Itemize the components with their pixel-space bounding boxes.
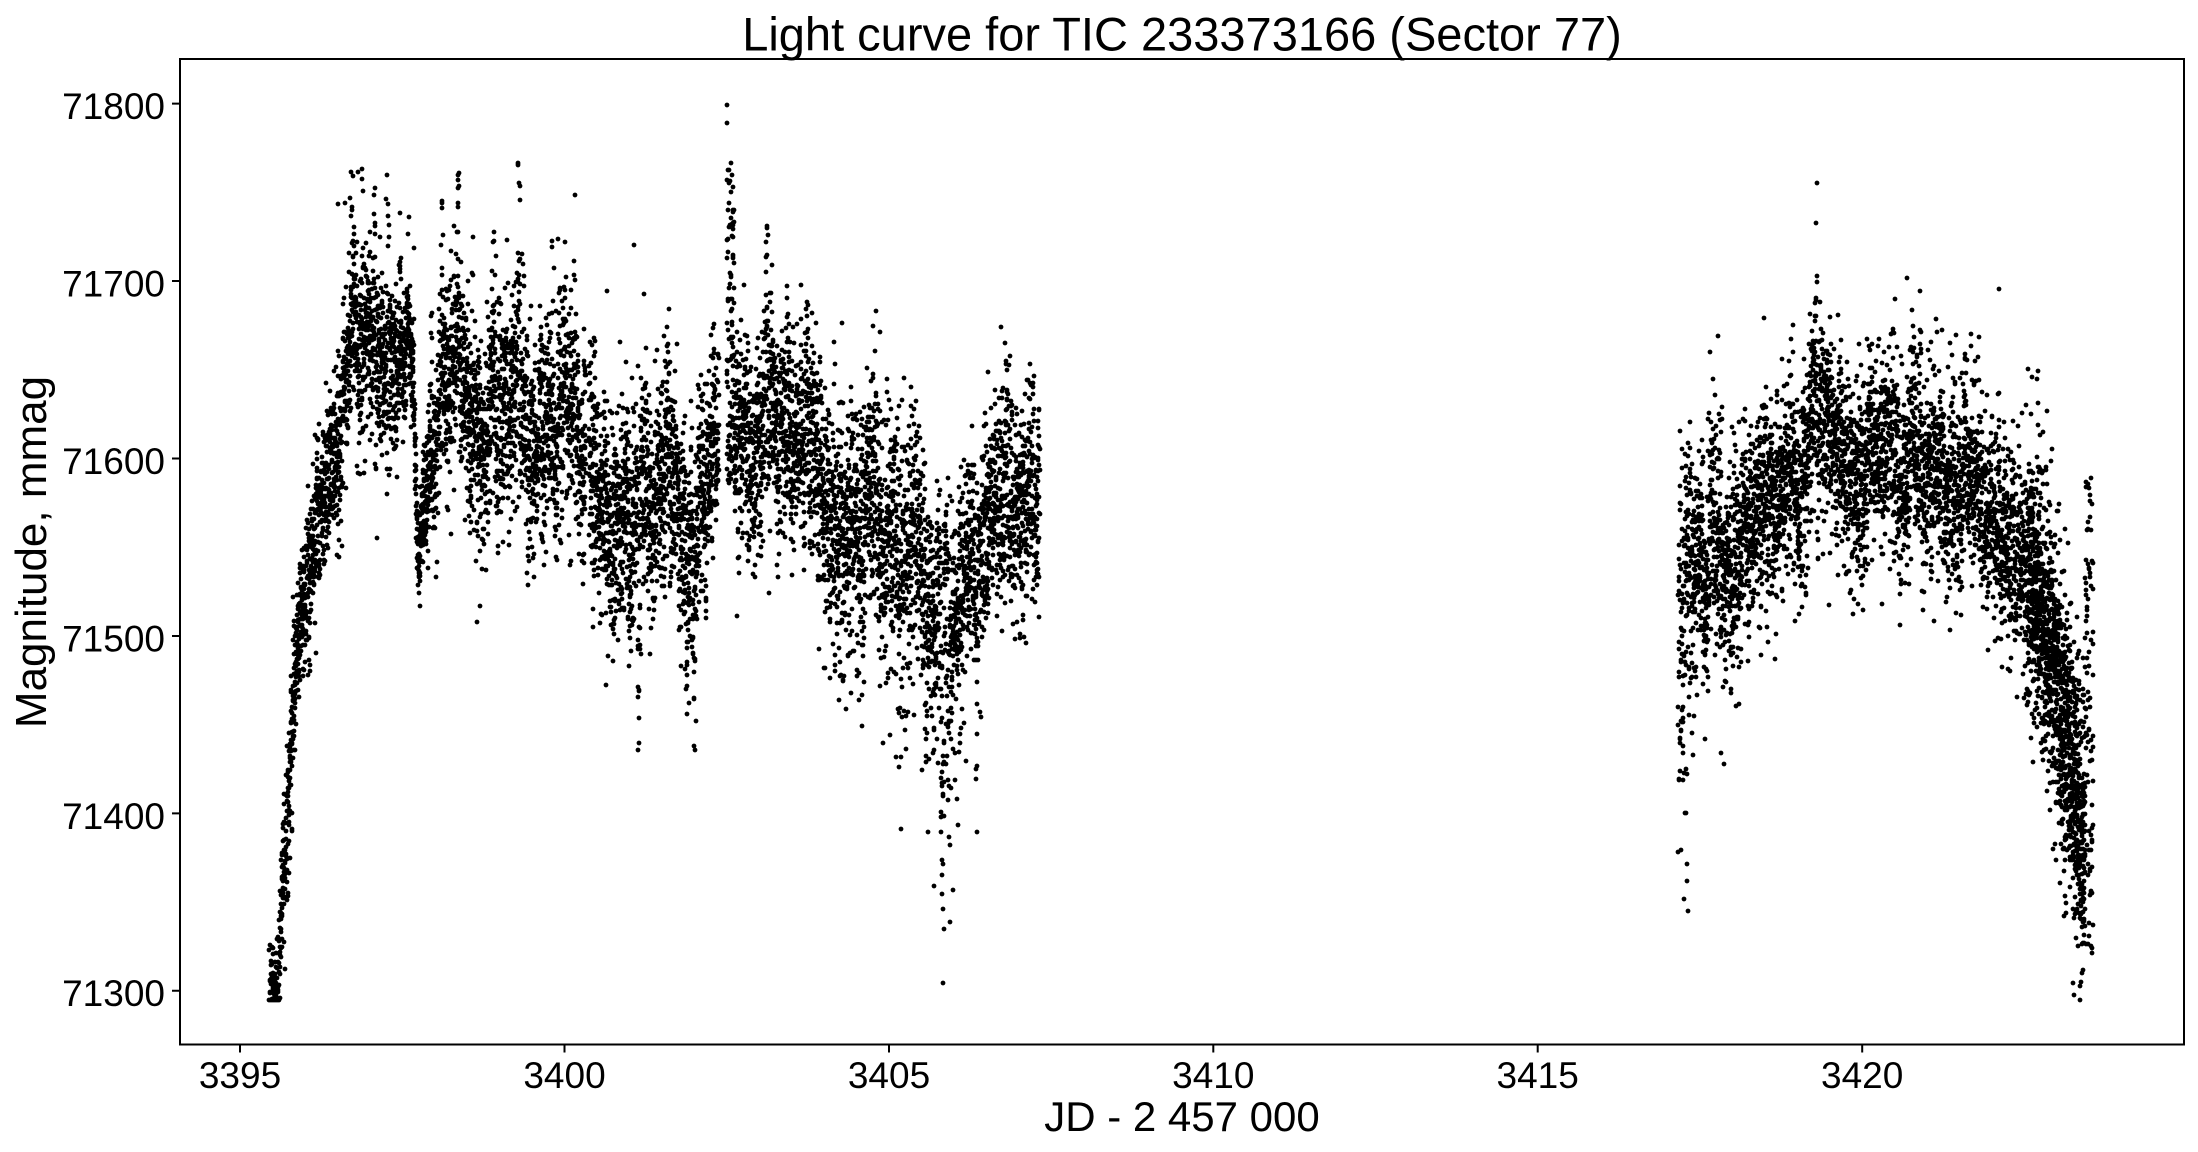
svg-text:71700: 71700	[62, 263, 165, 304]
svg-text:71800: 71800	[62, 86, 165, 127]
svg-text:71600: 71600	[62, 441, 165, 482]
svg-text:3415: 3415	[1497, 1055, 1579, 1096]
svg-text:3405: 3405	[848, 1055, 930, 1096]
svg-text:71400: 71400	[62, 796, 165, 837]
svg-text:JD - 2 457 000: JD - 2 457 000	[1044, 1093, 1320, 1140]
svg-text:Light curve for TIC 233373166: Light curve for TIC 233373166 (Sector 77…	[742, 8, 1622, 61]
svg-text:3395: 3395	[199, 1055, 281, 1096]
svg-text:71500: 71500	[62, 618, 165, 659]
svg-text:3410: 3410	[1172, 1055, 1254, 1096]
svg-text:3420: 3420	[1821, 1055, 1903, 1096]
svg-text:Magnitude, mmag: Magnitude, mmag	[7, 376, 56, 728]
svg-text:71300: 71300	[62, 973, 165, 1014]
svg-text:3400: 3400	[523, 1055, 605, 1096]
